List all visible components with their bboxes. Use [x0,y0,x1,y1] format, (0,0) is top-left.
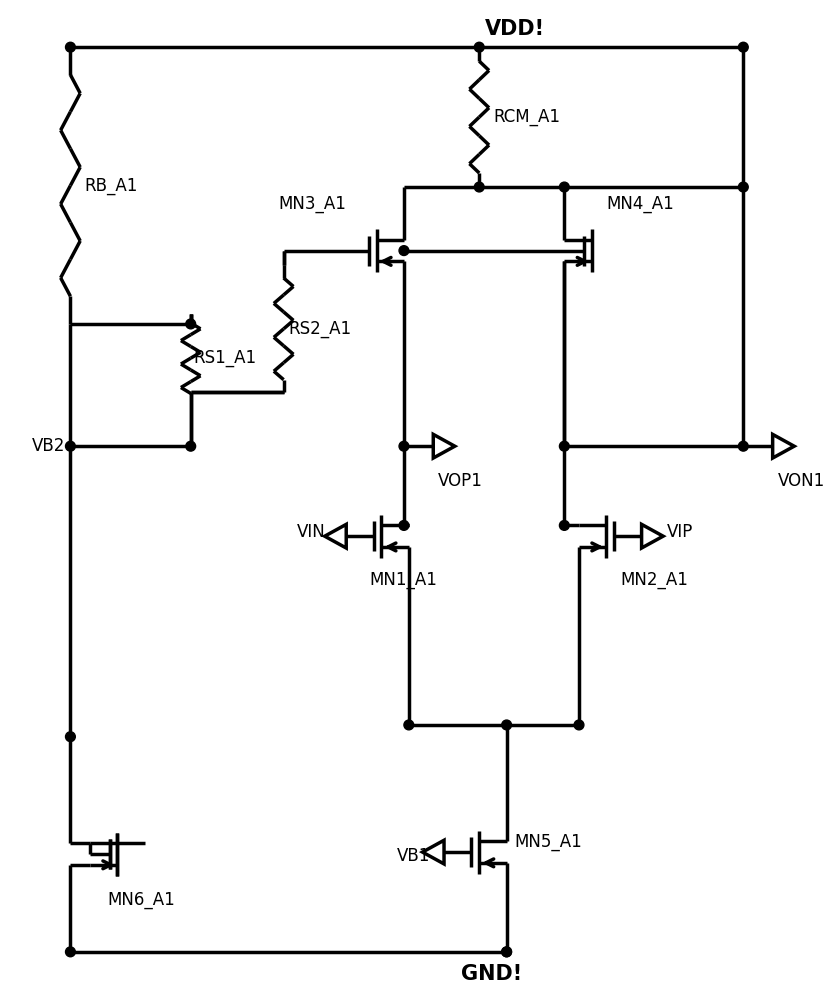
Text: MN2_A1: MN2_A1 [620,571,688,589]
Text: MN3_A1: MN3_A1 [279,195,347,213]
Circle shape [739,441,748,451]
Circle shape [404,720,413,730]
Circle shape [186,319,196,329]
Circle shape [739,182,748,192]
Circle shape [66,42,76,52]
Text: RS2_A1: RS2_A1 [289,320,352,338]
Circle shape [559,521,569,530]
Text: MN4_A1: MN4_A1 [607,195,674,213]
Text: VIN: VIN [297,523,326,541]
Text: VON1: VON1 [778,472,825,490]
Circle shape [399,246,409,255]
Text: RS1_A1: RS1_A1 [193,349,256,367]
Circle shape [502,947,511,957]
Text: VB1: VB1 [397,847,431,865]
Text: MN1_A1: MN1_A1 [369,571,437,589]
Text: RCM_A1: RCM_A1 [493,108,560,126]
Text: MN6_A1: MN6_A1 [108,891,175,909]
Circle shape [574,720,583,730]
Circle shape [559,441,569,451]
Text: VDD!: VDD! [485,19,545,39]
Circle shape [475,42,484,52]
Circle shape [186,441,196,451]
Circle shape [66,441,76,451]
Text: VB2: VB2 [32,437,66,455]
Circle shape [475,182,484,192]
Text: RB_A1: RB_A1 [84,177,138,195]
Circle shape [502,947,511,957]
Text: GND!: GND! [461,964,523,984]
Text: MN5_A1: MN5_A1 [515,833,582,851]
Circle shape [399,441,409,451]
Circle shape [399,521,409,530]
Text: VIP: VIP [667,523,693,541]
Text: VOP1: VOP1 [438,472,483,490]
Circle shape [739,42,748,52]
Circle shape [66,947,76,957]
Circle shape [502,720,511,730]
Circle shape [559,182,569,192]
Circle shape [66,732,76,742]
